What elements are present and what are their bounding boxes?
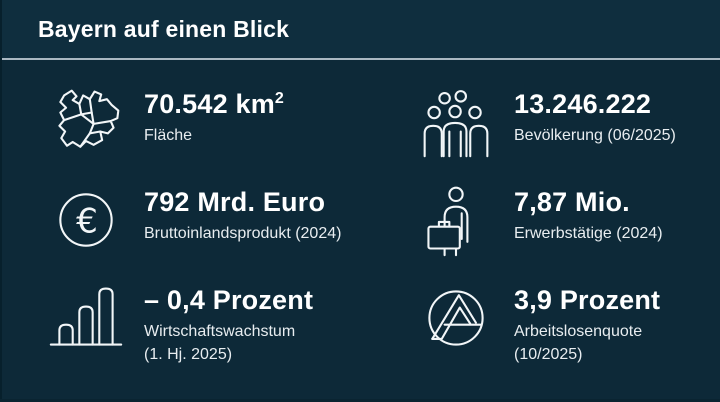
euro-coin-icon: € xyxy=(48,182,124,258)
stat-bip: € 792 Mrd. Euro Bruttoinlandsprodukt (20… xyxy=(48,182,341,258)
page-title: Bayern auf einen Blick xyxy=(38,15,290,42)
stat-value: – 0,4 Prozent xyxy=(144,285,314,315)
bavaria-map-icon xyxy=(48,84,124,160)
stat-wirtschaftswachstum: – 0,4 Prozent Wirtschaftswachstum (1. Hj… xyxy=(48,280,313,366)
stat-bevoelkerung: 13.246.222 Bevölkerung (06/2025) xyxy=(418,84,676,160)
stat-value: 3,9 Prozent xyxy=(514,285,661,315)
stat-arbeitslosenquote: 3,9 Prozent Arbeitslosenquote (10/2025) xyxy=(418,280,660,366)
stat-value-text: 70.542 km xyxy=(144,89,275,119)
stat-label: Wirtschaftswachstum xyxy=(144,322,296,340)
left-edge-strip xyxy=(0,0,2,402)
stat-label: Bruttoinlandsprodukt (2024) xyxy=(144,224,342,242)
stat-label-line2: (1. Hj. 2025) xyxy=(144,345,233,363)
stat-label: Bevölkerung (06/2025) xyxy=(514,126,676,144)
stat-label: Fläche xyxy=(144,126,193,144)
bottom-edge-strip xyxy=(0,399,720,402)
stat-label: Erwerbstätige (2024) xyxy=(514,224,663,242)
stat-value: 13.246.222 xyxy=(514,89,652,119)
stat-flaeche: 70.542 km2 Fläche xyxy=(48,84,284,160)
stat-value: 70.542 km2 xyxy=(144,89,285,120)
stat-erwerbstaetige: 7,87 Mio. Erwerbstätige (2024) xyxy=(418,182,663,258)
arbeitsagentur-logo-icon xyxy=(418,280,494,356)
header-bar: Bayern auf einen Blick xyxy=(0,0,720,60)
stat-label: Arbeitslosenquote xyxy=(514,322,643,340)
euro-symbol: € xyxy=(76,201,98,241)
stat-value-superscript: 2 xyxy=(274,90,285,107)
worker-briefcase-icon xyxy=(418,182,494,258)
stat-value: 792 Mrd. Euro xyxy=(144,187,326,217)
people-group-icon xyxy=(418,84,494,160)
stat-value: 7,87 Mio. xyxy=(514,187,630,217)
stat-label-line2: (10/2025) xyxy=(514,345,583,363)
bar-chart-icon xyxy=(48,280,124,356)
